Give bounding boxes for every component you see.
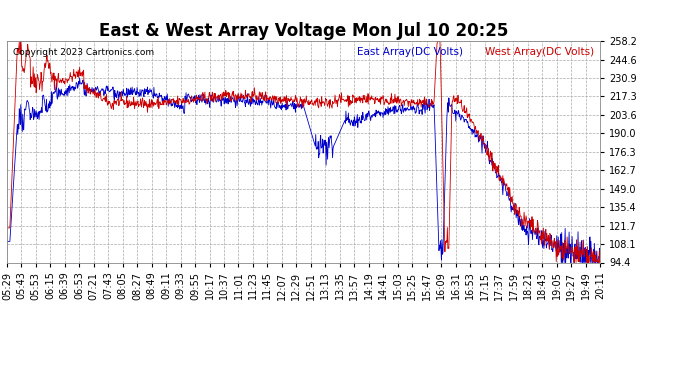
East Array(DC Volts) bbox=[596, 260, 604, 265]
West Array(DC Volts) bbox=[433, 39, 442, 44]
East Array(DC Volts) bbox=[557, 260, 565, 265]
East Array(DC Volts) bbox=[328, 140, 336, 144]
West Array(DC Volts) bbox=[103, 98, 111, 102]
West Array(DC Volts) bbox=[570, 260, 578, 265]
West Array(DC Volts) bbox=[327, 102, 335, 107]
East Array(DC Volts) bbox=[75, 76, 83, 80]
Title: East & West Array Voltage Mon Jul 10 20:25: East & West Array Voltage Mon Jul 10 20:… bbox=[99, 22, 509, 40]
West Array(DC Volts) bbox=[260, 97, 268, 102]
East Array(DC Volts) bbox=[82, 94, 90, 98]
West Array(DC Volts) bbox=[81, 86, 90, 90]
East Array(DC Volts) bbox=[203, 99, 211, 103]
Legend: East Array(DC Volts), West Array(DC Volts): East Array(DC Volts), West Array(DC Volt… bbox=[339, 44, 598, 62]
Line: East Array(DC Volts): East Array(DC Volts) bbox=[7, 78, 600, 262]
East Array(DC Volts) bbox=[261, 99, 269, 103]
West Array(DC Volts) bbox=[203, 101, 211, 106]
East Array(DC Volts) bbox=[3, 239, 11, 244]
West Array(DC Volts) bbox=[3, 226, 11, 230]
East Array(DC Volts) bbox=[104, 88, 112, 93]
West Array(DC Volts) bbox=[596, 260, 604, 265]
West Array(DC Volts) bbox=[315, 106, 323, 110]
Line: West Array(DC Volts): West Array(DC Volts) bbox=[7, 42, 600, 262]
Text: Copyright 2023 Cartronics.com: Copyright 2023 Cartronics.com bbox=[13, 48, 154, 57]
East Array(DC Volts) bbox=[315, 152, 324, 156]
